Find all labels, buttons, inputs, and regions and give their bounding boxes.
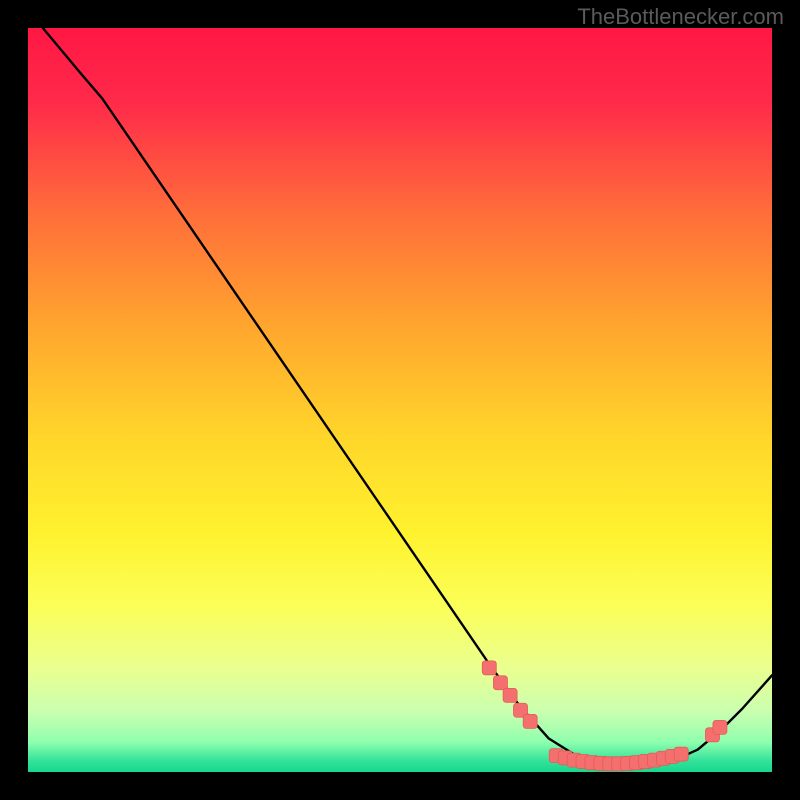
scatter-marker <box>523 714 537 728</box>
watermark-text: TheBottlenecker.com <box>577 4 784 30</box>
bottleneck-chart <box>28 28 772 772</box>
scatter-marker <box>493 676 507 690</box>
scatter-marker <box>674 747 688 761</box>
scatter-marker <box>713 720 727 734</box>
bottleneck-curve <box>43 28 772 768</box>
scatter-group <box>482 661 727 771</box>
scatter-marker <box>482 661 496 675</box>
scatter-marker <box>503 688 517 702</box>
